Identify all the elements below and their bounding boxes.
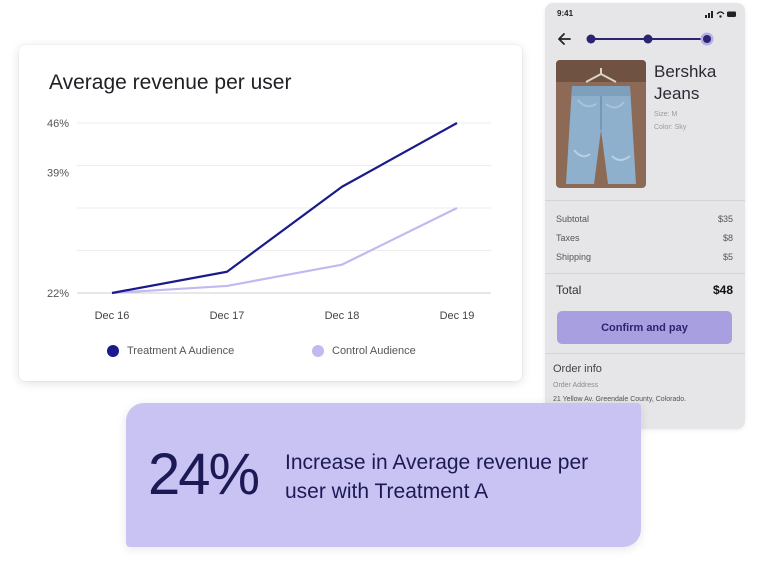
y-tick-label: 46%	[47, 118, 69, 130]
order-address-label: Order Address	[553, 382, 599, 389]
order-address: 21 Yellow Av. Greendale County, Colorado…	[553, 396, 687, 403]
taxes-value: $8	[722, 233, 733, 243]
legend-item: Control Audience	[312, 345, 416, 357]
x-tick-label: Dec 19	[440, 310, 475, 322]
line-chart: 46% 39% 22% Dec 16 Dec 17 Dec 18 Dec 19	[47, 118, 491, 322]
order-info-title: Order info	[553, 363, 602, 375]
divider	[545, 200, 745, 201]
confirm-and-pay-button[interactable]: Confirm and pay	[557, 311, 732, 344]
product-color: Color: Sky	[654, 124, 687, 131]
status-time: 9:41	[557, 9, 574, 18]
product-image	[556, 60, 646, 188]
subtotal-label: Subtotal	[556, 214, 590, 224]
step-2-dot	[643, 34, 653, 44]
back-arrow-icon[interactable]	[555, 29, 575, 49]
total-value: $48	[712, 283, 733, 297]
legend-item: Treatment A Audience	[107, 345, 234, 357]
shipping-value: $5	[722, 252, 733, 262]
x-tick-label: Dec 17	[210, 310, 245, 322]
legend-dot	[312, 345, 324, 357]
status-bar: 9:41	[545, 3, 745, 25]
divider	[545, 353, 745, 354]
product-name: Bershka Jeans	[654, 62, 717, 103]
divider	[545, 273, 745, 274]
stat-banner: 24% Increase in Average revenue per user…	[126, 403, 641, 547]
step-1-dot	[586, 34, 596, 44]
total-label: Total	[556, 283, 582, 297]
x-tick-label: Dec 16	[95, 310, 130, 322]
series-line-control-audience	[111, 207, 458, 295]
legend-label: Control Audience	[332, 345, 416, 357]
checkout-stepper	[586, 32, 714, 46]
status-icons	[705, 11, 736, 18]
phone-mockup: 9:41 Bershka	[545, 3, 745, 429]
legend-dot	[107, 345, 119, 357]
shipping-label: Shipping	[556, 252, 592, 262]
taxes-label: Taxes	[556, 233, 580, 243]
chart-title: Average revenue per user	[49, 71, 292, 94]
chart-legend: Treatment A Audience Control Audience	[107, 345, 507, 363]
y-tick-label: 22%	[47, 288, 69, 300]
legend-label: Treatment A Audience	[127, 345, 235, 357]
subtotal-value: $35	[717, 214, 733, 224]
stat-caption: Increase in Average revenue per user wit…	[285, 451, 589, 503]
chart-card: Average revenue per user 46% 39% 22% Dec 16…	[19, 45, 522, 381]
x-tick-label: Dec 18	[325, 310, 360, 322]
stat-value: 24%	[148, 442, 260, 507]
product-size: Size: M	[654, 111, 678, 118]
y-tick-label: 39%	[47, 168, 69, 180]
series-line-treatment-a-audience	[111, 122, 458, 295]
